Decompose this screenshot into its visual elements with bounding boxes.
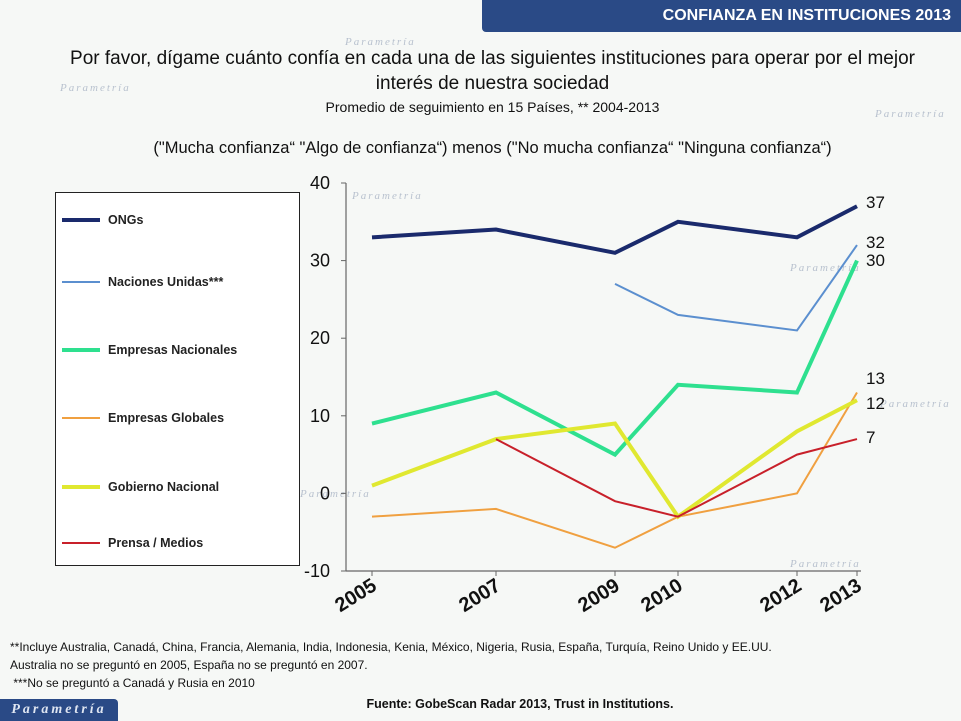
watermark-text: Parametría (345, 36, 416, 48)
series-line (495, 438, 858, 518)
y-tick-label: 20 (310, 328, 330, 348)
y-tick-label: -10 (304, 561, 330, 581)
footnote-1: **Incluye Australia, Canadá, China, Fran… (10, 640, 772, 654)
watermark-text: Parametría (352, 190, 423, 202)
chart-legend: ONGs Naciones Unidas*** Empresas Nacionale… (55, 192, 300, 566)
x-tick-label: 2010 (637, 575, 686, 617)
y-tick-label: 0 (320, 483, 330, 503)
legend-swatch (62, 542, 100, 544)
legend-swatch (62, 281, 100, 283)
legend-label: Naciones Unidas*** (108, 275, 224, 289)
watermark-text: Parametría (60, 82, 131, 94)
x-tick-label: 2009 (574, 575, 623, 617)
x-tick-label: 2012 (756, 575, 805, 617)
legend-label: Empresas Nacionales (108, 343, 238, 357)
legend-label: ONGs (108, 213, 144, 227)
watermark-text: Parametría (790, 558, 861, 570)
legend-label: Empresas Globales (108, 411, 225, 425)
x-tick-label: 2005 (331, 575, 380, 617)
header-banner: CONFIANZA EN INSTITUCIONES 2013 (482, 0, 961, 32)
x-tick-label: 2007 (455, 575, 504, 617)
legend-swatch (62, 348, 100, 352)
y-tick-label: 30 (310, 251, 330, 271)
legend-item: Gobierno Nacional (62, 480, 219, 494)
series-line (371, 398, 858, 520)
header-title: CONFIANZA EN INSTITUCIONES 2013 (662, 7, 951, 24)
legend-item: Naciones Unidas*** (62, 275, 223, 289)
x-tick-label: 2013 (816, 575, 865, 617)
series-line (371, 204, 858, 255)
footnotes: **Incluye Australia, Canadá, China, Fran… (10, 638, 772, 692)
series-end-label: 13 (866, 369, 885, 388)
legend-item: Empresas Globales (62, 411, 224, 425)
series-end-label: 12 (866, 394, 885, 413)
legend-swatch (62, 417, 100, 419)
legend-label: Prensa / Medios (108, 536, 204, 550)
legend-item: Empresas Nacionales (62, 343, 237, 357)
y-tick-label: 40 (310, 173, 330, 193)
source-note: Fuente: GobeScan Radar 2013, Trust in In… (366, 697, 674, 711)
brand-logo-text: Parametría (11, 702, 107, 717)
watermark-text: Parametría (875, 108, 946, 120)
chart-formula: ("Mucha confianza“ "Algo de confianza“) … (153, 139, 832, 157)
chart-question: Por favor, dígame cuánto confía en cada … (70, 48, 915, 94)
footnote-2: Australia no se preguntó en 2005, España… (10, 658, 368, 672)
series-end-label: 32 (866, 233, 885, 252)
legend-swatch (62, 218, 100, 222)
chart-subtitle: Promedio de seguimiento en 15 Países, **… (325, 99, 660, 115)
series-end-label: 7 (866, 428, 875, 447)
legend-item: ONGs (62, 213, 143, 227)
footnote-3: ***No se preguntó a Canadá y Rusia en 20… (10, 676, 255, 690)
legend-swatch (62, 485, 100, 489)
watermark-text: Parametría (300, 488, 371, 500)
series-line (371, 259, 859, 458)
series-end-label: 37 (866, 193, 885, 212)
y-tick-label: 10 (310, 406, 330, 426)
brand-logo: Parametría (0, 699, 118, 721)
chart-lines (371, 204, 859, 549)
series-end-label: 30 (866, 251, 885, 270)
series-line (614, 244, 858, 332)
legend-label: Gobierno Nacional (108, 480, 220, 494)
watermark-text: Parametría (790, 262, 861, 274)
legend-item: Prensa / Medios (62, 536, 203, 550)
series-line (371, 392, 858, 549)
watermark-text: Parametría (880, 398, 951, 410)
